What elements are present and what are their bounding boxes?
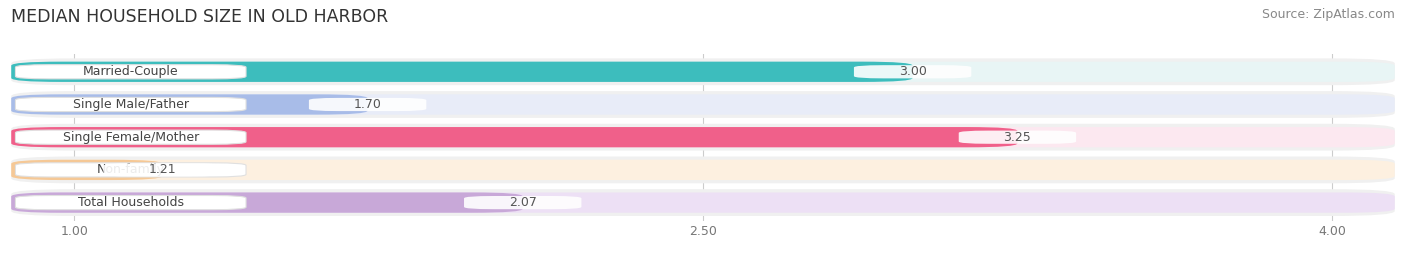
FancyBboxPatch shape <box>11 160 1395 180</box>
FancyBboxPatch shape <box>11 94 1395 115</box>
FancyBboxPatch shape <box>11 189 1395 216</box>
Text: 1.70: 1.70 <box>354 98 381 111</box>
Text: 2.07: 2.07 <box>509 196 537 209</box>
FancyBboxPatch shape <box>11 58 1395 85</box>
FancyBboxPatch shape <box>15 196 246 210</box>
Text: MEDIAN HOUSEHOLD SIZE IN OLD HARBOR: MEDIAN HOUSEHOLD SIZE IN OLD HARBOR <box>11 8 388 26</box>
FancyBboxPatch shape <box>15 65 246 79</box>
FancyBboxPatch shape <box>11 62 912 82</box>
FancyBboxPatch shape <box>15 163 246 177</box>
Text: Single Female/Mother: Single Female/Mother <box>63 131 198 144</box>
Text: Married-Couple: Married-Couple <box>83 65 179 78</box>
Text: Single Male/Father: Single Male/Father <box>73 98 188 111</box>
FancyBboxPatch shape <box>11 127 1395 147</box>
FancyBboxPatch shape <box>853 65 972 78</box>
FancyBboxPatch shape <box>11 192 1395 213</box>
FancyBboxPatch shape <box>15 97 246 112</box>
FancyBboxPatch shape <box>464 196 582 209</box>
FancyBboxPatch shape <box>309 98 426 111</box>
FancyBboxPatch shape <box>11 192 523 213</box>
Text: Total Households: Total Households <box>77 196 184 209</box>
Text: 1.21: 1.21 <box>149 163 176 176</box>
FancyBboxPatch shape <box>11 91 1395 118</box>
FancyBboxPatch shape <box>11 94 367 115</box>
FancyBboxPatch shape <box>15 130 246 144</box>
FancyBboxPatch shape <box>11 124 1395 151</box>
Text: 3.25: 3.25 <box>1004 131 1032 144</box>
FancyBboxPatch shape <box>11 157 1395 183</box>
FancyBboxPatch shape <box>11 160 162 180</box>
FancyBboxPatch shape <box>11 62 1395 82</box>
Text: 3.00: 3.00 <box>898 65 927 78</box>
FancyBboxPatch shape <box>104 163 221 176</box>
FancyBboxPatch shape <box>11 127 1018 147</box>
Text: Non-family: Non-family <box>97 163 165 176</box>
Text: Source: ZipAtlas.com: Source: ZipAtlas.com <box>1261 8 1395 21</box>
FancyBboxPatch shape <box>959 131 1076 144</box>
